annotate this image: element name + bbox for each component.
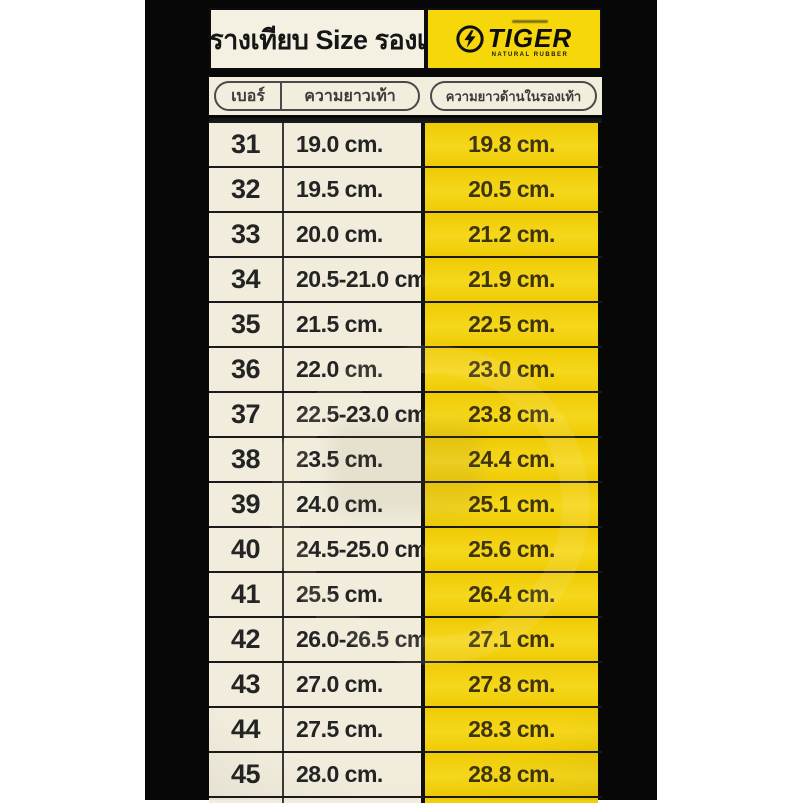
cell-foot-length: 25.5 cm. — [284, 573, 425, 616]
cell-foot-length: 24.0 cm. — [284, 483, 425, 526]
table-row: 34 20.5-21.0 cm. 21.9 cm. — [209, 256, 602, 301]
cell-foot-length: 20.0 cm. — [284, 213, 425, 256]
tiger-circle-emblem-icon — [456, 25, 484, 53]
cell-insole-length: 26.4 cm. — [425, 573, 598, 616]
table-row: 36 22.0 cm. 23.0 cm. — [209, 346, 602, 391]
cell-insole-length: 28.3 cm. — [425, 708, 598, 751]
cell-size-number: 34 — [209, 258, 284, 301]
cell-size-number: 45 — [209, 753, 284, 796]
cell-size-number: 43 — [209, 663, 284, 706]
cell-insole-length: 24.4 cm. — [425, 438, 598, 481]
cell-insole-length: 19.8 cm. — [425, 123, 598, 166]
cell-insole-length: 21.2 cm. — [425, 213, 598, 256]
cell-foot-length: 28.0 cm. — [284, 753, 425, 796]
cell-size-number: 32 — [209, 168, 284, 211]
cell-size-number: 33 — [209, 213, 284, 256]
logo-small-print — [511, 20, 548, 23]
cell-foot-length: 21.5 cm. — [284, 303, 425, 346]
column-header-insole-length: ความยาวด้านในรองเท้า — [430, 81, 597, 111]
cell-size-number: 38 — [209, 438, 284, 481]
brand-subtext: NATURAL RUBBER — [491, 52, 569, 58]
cell-insole-length: 23.8 cm. — [425, 393, 598, 436]
table-row: 38 23.5 cm. 24.4 cm. — [209, 436, 602, 481]
cell-foot-length: 27.5 cm. — [284, 708, 425, 751]
cell-size-number: 31 — [209, 123, 284, 166]
cell-size-number: 44 — [209, 708, 284, 751]
cell-insole-length: 25.6 cm. — [425, 528, 598, 571]
cell-foot-length: 23.5 cm. — [284, 438, 425, 481]
table-row: 31 19.0 cm. 19.8 cm. — [209, 121, 602, 166]
column-header-pill-left: เบอร์ ความยาวเท้า — [214, 81, 420, 111]
cell-size-number: 35 — [209, 303, 284, 346]
cell-foot-length: 20.5-21.0 cm. — [284, 258, 433, 301]
cell-size-number: 37 — [209, 393, 284, 436]
table-row: 40 24.5-25.0 cm. 25.6 cm. — [209, 526, 602, 571]
table-row: 43 27.0 cm. 27.8 cm. — [209, 661, 602, 706]
cell-foot-length: 24.5-25.0 cm. — [284, 528, 433, 571]
cell-size-number: 36 — [209, 348, 284, 391]
cell-insole-length: 28.8 cm. — [425, 753, 598, 796]
cell-insole-length: 25.1 cm. — [425, 483, 598, 526]
column-header-size: เบอร์ — [216, 83, 282, 109]
column-header-foot-length: ความยาวเท้า — [304, 87, 396, 105]
cell-size-number: 40 — [209, 528, 284, 571]
cell-insole-length: 27.1 cm. — [425, 618, 598, 661]
photo-strip: ตารางเทียบ Size รองเท้า TIGER NATURAL RU… — [145, 0, 657, 803]
column-header-row: เบอร์ ความยาวเท้า ความยาวด้านในรองเท้า — [209, 77, 602, 115]
table-row: 37 22.5-23.0 cm. 23.8 cm. — [209, 391, 602, 436]
cell-size-number: 39 — [209, 483, 284, 526]
table-row: 44 27.5 cm. 28.3 cm. — [209, 706, 602, 751]
table-row: 33 20.0 cm. 21.2 cm. — [209, 211, 602, 256]
cell-size-number: 41 — [209, 573, 284, 616]
cell-foot-length: 22.0 cm. — [284, 348, 425, 391]
table-row: 45 28.0 cm. 28.8 cm. — [209, 751, 602, 796]
cell-foot-length: 19.0 cm. — [284, 123, 425, 166]
cell-foot-length: 26.0-26.5 cm. — [284, 618, 433, 661]
brand-logo: TIGER NATURAL RUBBER — [426, 8, 602, 70]
cell-insole-length: 21.9 cm. — [425, 258, 598, 301]
chart-title-box: ตารางเทียบ Size รองเท้า — [209, 8, 426, 70]
cell-foot-length: 19.5 cm. — [284, 168, 425, 211]
cell-insole-length: 23.0 cm. — [425, 348, 598, 391]
table-row: 42 26.0-26.5 cm. 27.1 cm. — [209, 616, 602, 661]
cell-insole-length: 22.5 cm. — [425, 303, 598, 346]
cell-insole-length: 20.5 cm. — [425, 168, 598, 211]
chart-title: ตารางเทียบ Size รองเท้า — [209, 24, 426, 55]
cell-foot-length: 22.5-23.0 cm. — [284, 393, 433, 436]
cell-foot-length: 27.0 cm. — [284, 663, 425, 706]
table-row: 32 19.5 cm. 20.5 cm. — [209, 166, 602, 211]
cell-insole-length: 27.8 cm. — [425, 663, 598, 706]
cell-size-number: 42 — [209, 618, 284, 661]
table-row: 41 25.5 cm. 26.4 cm. — [209, 571, 602, 616]
table-row: 39 24.0 cm. 25.1 cm. — [209, 481, 602, 526]
brand-name: TIGER — [487, 23, 573, 53]
table-body: 31 19.0 cm. 19.8 cm. 32 19.5 cm. 20.5 cm… — [209, 118, 602, 803]
table-row: 35 21.5 cm. 22.5 cm. — [209, 301, 602, 346]
size-chart-table: ตารางเทียบ Size รองเท้า TIGER NATURAL RU… — [209, 8, 602, 803]
